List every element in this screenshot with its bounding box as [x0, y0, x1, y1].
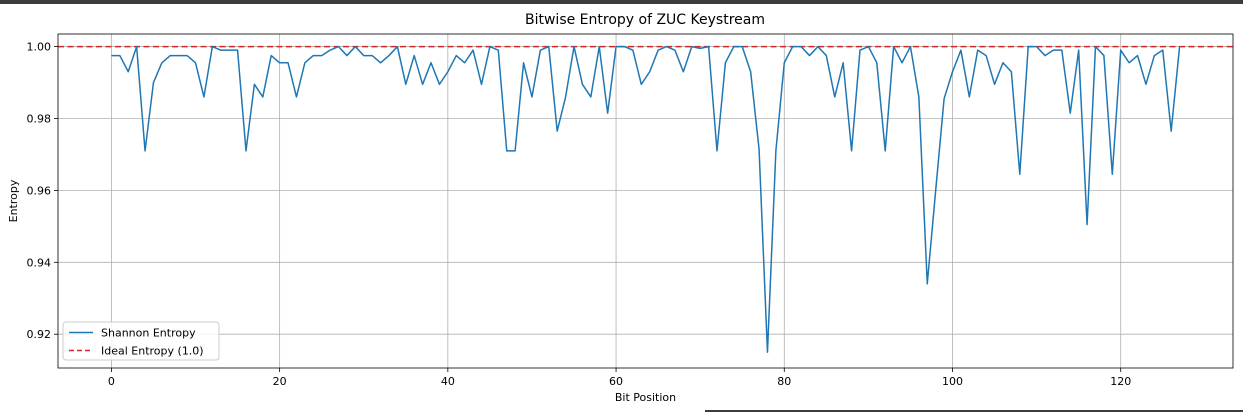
- x-tick-label: 20: [273, 375, 287, 388]
- shannon-entropy-line: [111, 45, 1181, 353]
- x-tick-label: 0: [108, 375, 115, 388]
- plot-frame: [57, 33, 1234, 369]
- x-axis-ticks: 0 20 40 60 80 100 120: [108, 368, 1131, 388]
- x-tick-label: 120: [1110, 375, 1131, 388]
- x-axis-label: Bit Position: [615, 391, 676, 404]
- y-axis-label: Entropy: [7, 179, 20, 222]
- grid-lines: [58, 34, 1233, 368]
- y-tick-label: 1.00: [27, 41, 52, 54]
- legend: Shannon Entropy Ideal Entropy (1.0): [62, 321, 220, 361]
- legend-label-ideal: Ideal Entropy (1.0): [101, 345, 204, 358]
- series-layer: [111, 45, 1181, 353]
- y-tick-label: 0.96: [27, 184, 52, 197]
- x-tick-label: 100: [942, 375, 963, 388]
- bottom-rule: [705, 410, 1243, 412]
- x-tick-label: 40: [441, 375, 455, 388]
- window-top-bar: [0, 0, 1243, 4]
- y-tick-label: 0.94: [27, 256, 52, 269]
- y-tick-label: 0.98: [27, 112, 52, 125]
- y-axis-ticks: 0.92 0.94 0.96 0.98 1.00: [27, 41, 58, 341]
- legend-box: [62, 321, 220, 361]
- chart-title: Bitwise Entropy of ZUC Keystream: [525, 12, 765, 28]
- legend-label-shannon: Shannon Entropy: [101, 327, 196, 340]
- x-tick-label: 60: [609, 375, 623, 388]
- y-tick-label: 0.92: [27, 328, 52, 341]
- x-tick-label: 80: [777, 375, 791, 388]
- axes: [57, 33, 1234, 369]
